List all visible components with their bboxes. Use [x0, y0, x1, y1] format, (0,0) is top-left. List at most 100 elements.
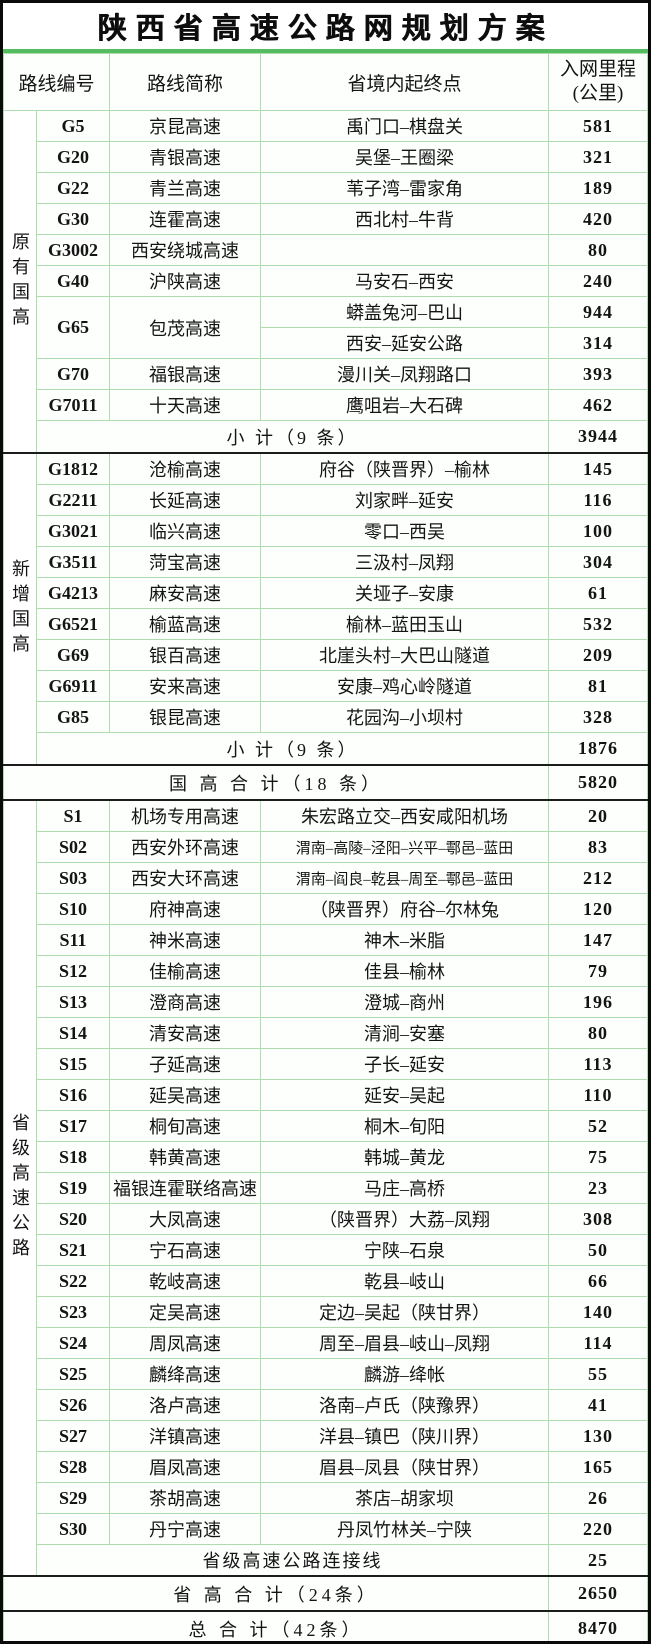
- cell-endpoints: 北崖头村–大巴山隧道: [260, 639, 550, 671]
- cell-route-no: S03: [35, 862, 111, 894]
- cell-mileage: 110: [548, 1079, 648, 1111]
- table-row: S17 桐旬高速 桐木–旬阳 52: [4, 1110, 648, 1142]
- cell-route-name: 银百高速: [109, 639, 262, 671]
- cell-route-no: G20: [35, 141, 111, 173]
- cell-endpoints: 洋县–镇巴（陕川界）: [260, 1420, 550, 1452]
- cell-endpoints: 马安石–西安: [260, 265, 550, 297]
- cell-endpoints: 关垭子–安康: [260, 577, 550, 609]
- cell-mileage: 80: [548, 234, 648, 266]
- cell-route-name: 澄商高速: [109, 986, 262, 1018]
- cell-route-name: 机场专用高速: [109, 799, 262, 832]
- cell-route-name: 青兰高速: [109, 172, 262, 204]
- cell-endpoints: 延安–吴起: [260, 1079, 550, 1111]
- cell-mileage: 308: [548, 1203, 648, 1235]
- table-row: S19 福银连霍联络高速 马庄–高桥 23: [4, 1172, 648, 1204]
- cell-route-name: 周凤高速: [109, 1327, 262, 1359]
- table-row: G40 沪陕高速 马安石–西安 240: [4, 265, 648, 297]
- cell-route-no: G30: [35, 203, 111, 235]
- cell-endpoints: 茶店–胡家坝: [260, 1482, 550, 1514]
- grand-total-row: 总 合 计（42条） 8470: [3, 1610, 648, 1641]
- cell-route-no: G1812: [35, 452, 111, 485]
- header-route-no: 路线编号: [3, 53, 111, 111]
- grand-total-label: 总 合 计（42条）: [3, 1610, 550, 1641]
- cell-route-name: 丹宁高速: [109, 1513, 262, 1545]
- table-row: 西安–延安公路 314: [4, 327, 648, 359]
- table-row: G69 银百高速 北崖头村–大巴山隧道 209: [4, 639, 648, 671]
- table-row: S02 西安外环高速 渭南–高陵–泾阳–兴平–鄠邑–蓝田 83: [4, 831, 648, 863]
- cell-mileage: 220: [548, 1513, 648, 1545]
- cell-route-no: S02: [35, 831, 111, 863]
- table-row: G85 银昆高速 花园沟–小坝村 328: [4, 701, 648, 733]
- cell-endpoints: 漫川关–凤翔路口: [260, 358, 550, 390]
- table-row: G22 青兰高速 苇子湾–雷家角 189: [4, 172, 648, 204]
- cell-mileage: 41: [548, 1389, 648, 1421]
- table-row: S15 子延高速 子长–延安 113: [4, 1048, 648, 1080]
- cell-endpoints: 乾县–岐山: [260, 1265, 550, 1297]
- table-row: S24 周凤高速 周至–眉县–岐山–凤翔 114: [4, 1327, 648, 1359]
- table-row: 新增国高 G1812 沧榆高速 府谷（陕晋界）–榆林 145: [3, 452, 648, 766]
- cell-route-no: S12: [35, 955, 111, 987]
- cell-route-no: G6521: [35, 608, 111, 640]
- subtotal-row-old-national: 小 计（9 条） 3944: [4, 420, 648, 454]
- cell-route-no: G2211: [35, 484, 111, 516]
- cell-mileage: 304: [548, 546, 648, 578]
- header-mileage-line1: 入网里程: [560, 59, 637, 81]
- header-route-name: 路线简称: [109, 53, 262, 111]
- cell-route-name: 神米高速: [109, 924, 262, 956]
- header-mileage: 入网里程 (公里): [548, 53, 648, 111]
- cell-route-name: 京昆高速: [109, 110, 262, 142]
- cell-route-name: 大凤高速: [109, 1203, 262, 1235]
- cell-mileage: 61: [548, 577, 648, 609]
- table-row: S25 麟绛高速 麟游–绛帐 55: [4, 1358, 648, 1390]
- cell-route-no: S22: [35, 1265, 111, 1297]
- table-row: S13 澄商高速 澄城–商州 196: [4, 986, 648, 1018]
- cell-endpoints: 神木–米脂: [260, 924, 550, 956]
- table-row: S27 洋镇高速 洋县–镇巴（陕川界） 130: [4, 1420, 648, 1452]
- grand-total-mileage: 8470: [548, 1610, 648, 1641]
- table-row: 省级高速公路 S1 机场专用高速 朱宏路立交–西安咸阳机场 20: [3, 799, 648, 1577]
- table-row: S14 清安高速 清涧–安塞 80: [4, 1017, 648, 1049]
- cell-route-no: S20: [35, 1203, 111, 1235]
- cell-route-name: 榆蓝高速: [109, 608, 262, 640]
- cell-endpoints: 西北村–牛背: [260, 203, 550, 235]
- cell-endpoints: 三汲村–凤翔: [260, 546, 550, 578]
- cell-route-name: 桐旬高速: [109, 1110, 262, 1142]
- cell-mileage: 75: [548, 1141, 648, 1173]
- cell-mileage: 66: [548, 1265, 648, 1297]
- cell-route-no: S29: [35, 1482, 111, 1514]
- cell-route-no: S17: [35, 1110, 111, 1142]
- cell-mileage: 321: [548, 141, 648, 173]
- cell-mileage: 26: [548, 1482, 648, 1514]
- cell-endpoints: 西安–延安公路: [260, 327, 550, 359]
- cell-route-no: G65: [35, 296, 111, 359]
- cell-route-no: S26: [35, 1389, 111, 1421]
- cell-route-no: S10: [35, 893, 111, 925]
- cell-route-name: 青银高速: [109, 141, 262, 173]
- table-row: G30 连霍高速 西北村–牛背 420: [4, 203, 648, 235]
- cell-route-name: 菏宝高速: [109, 546, 262, 578]
- cell-route-no: G70: [35, 358, 111, 390]
- national-total-row: 国 高 合 计（18 条） 5820: [3, 764, 648, 801]
- cell-route-name: 西安大环高速: [109, 862, 262, 894]
- cell-route-no: G7011: [35, 389, 111, 421]
- table-row: G6911 安来高速 安康–鸡心岭隧道 81: [4, 670, 648, 702]
- cell-endpoints: 丹凤竹林关–宁陕: [260, 1513, 550, 1545]
- cell-route-name: 子延高速: [109, 1048, 262, 1080]
- cell-route-name: 眉凤高速: [109, 1451, 262, 1483]
- cell-endpoints: 眉县–凤县（陕甘界）: [260, 1451, 550, 1483]
- cell-endpoints: [260, 234, 550, 266]
- cell-route-no: S11: [35, 924, 111, 956]
- cell-route-no: G85: [35, 701, 111, 733]
- cell-mileage: 55: [548, 1358, 648, 1390]
- cell-route-name: 连霍高速: [109, 203, 262, 235]
- cell-route-name: 佳榆高速: [109, 955, 262, 987]
- cell-route-name: 茶胡高速: [109, 1482, 262, 1514]
- cell-route-no: S23: [35, 1296, 111, 1328]
- cell-endpoints: 榆林–蓝田玉山: [260, 608, 550, 640]
- page-title: 陕西省高速公路网规划方案: [97, 13, 554, 45]
- cell-endpoints: （陕晋界）大荔–凤翔: [260, 1203, 550, 1235]
- cell-mileage: 165: [548, 1451, 648, 1483]
- cell-route-no: G3002: [35, 234, 111, 266]
- cell-route-name: 临兴高速: [109, 515, 262, 547]
